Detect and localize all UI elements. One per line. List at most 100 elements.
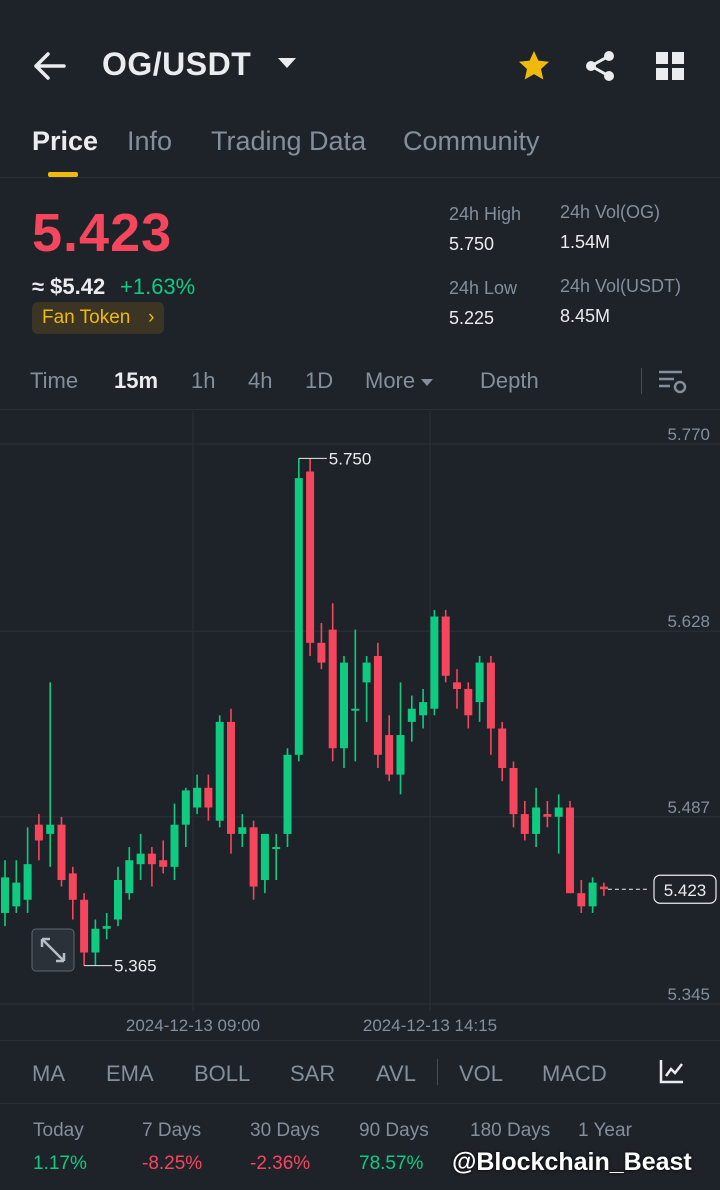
tf-1h[interactable]: 1h (191, 368, 216, 393)
candle-body (294, 478, 303, 755)
vol-quote-label: 24h Vol(USDT) (560, 276, 682, 296)
y-tick-label: 5.628 (667, 612, 710, 631)
candle-body (159, 860, 168, 867)
perf-label: Today (33, 1120, 84, 1141)
candle-body (464, 688, 473, 716)
indicator-ma[interactable]: MA (32, 1061, 65, 1086)
perf-label: 180 Days (470, 1120, 551, 1141)
candle-body (566, 807, 574, 894)
share-icon[interactable] (582, 48, 618, 84)
timeframe-bar: Time 15m 1h 4h 1D More Depth (0, 352, 720, 410)
grid-menu-icon[interactable] (652, 48, 688, 84)
vol-base-label: 24h Vol(OG) (560, 202, 661, 222)
tf-time[interactable]: Time (30, 368, 79, 393)
candle-body (102, 926, 111, 929)
candle-body (520, 814, 529, 834)
candle-body (68, 873, 77, 900)
indicator-avl[interactable]: AVL (376, 1061, 416, 1086)
fullscreen-icon[interactable] (31, 928, 75, 972)
candle-body (1, 877, 9, 913)
candle-body (136, 853, 145, 865)
candle-body (373, 656, 382, 755)
tab-price[interactable]: Price (32, 126, 99, 156)
candle-body (227, 721, 235, 834)
indicator-bar: MA EMA BOLL SAR AVL VOL MACD (0, 1040, 720, 1104)
candle-body (475, 662, 484, 703)
high-label: 24h High (449, 204, 522, 224)
candle-body (486, 662, 495, 729)
more-dropdown-icon (421, 378, 434, 386)
candle-body (588, 882, 597, 907)
candle-body (272, 847, 281, 850)
tf-4h[interactable]: 4h (248, 368, 273, 393)
tf-more[interactable]: More (365, 368, 434, 394)
candle-body (147, 853, 156, 865)
perf-value: 78.57% (359, 1153, 424, 1174)
indicator-sar[interactable]: SAR (290, 1061, 336, 1086)
candle-body (543, 814, 552, 817)
candle-body (91, 928, 100, 953)
tf-15m[interactable]: 15m (114, 368, 159, 393)
indicator-macd[interactable]: MACD (542, 1061, 607, 1086)
y-tick-label: 5.770 (667, 425, 710, 444)
perf-label: 1 Year (578, 1120, 632, 1141)
x-tick-label: 2024-12-13 14:15 (363, 1016, 497, 1035)
candle-body (238, 827, 247, 834)
tab-trading-data[interactable]: Trading Data (211, 126, 367, 156)
candle-body (509, 768, 518, 815)
top-bar: OG/USDT (0, 0, 720, 110)
last-price-label: 5.423 (664, 881, 707, 900)
candle-body (283, 754, 292, 834)
tab-info[interactable]: Info (127, 126, 173, 156)
candle-body (125, 860, 134, 894)
pair-title[interactable]: OG/USDT (102, 46, 252, 82)
favorite-star-icon[interactable] (516, 48, 552, 84)
candle-body (12, 882, 21, 907)
chevron-right-icon: › (148, 307, 155, 328)
y-tick-label: 5.487 (667, 798, 710, 817)
pair-dropdown-icon[interactable] (278, 58, 296, 68)
last-price: 5.423 (32, 203, 173, 263)
candle-body (80, 899, 89, 953)
candle-body (430, 616, 439, 709)
candle-body (260, 833, 269, 880)
indicator-boll[interactable]: BOLL (194, 1061, 251, 1086)
max-price-label: 5.750 (329, 449, 372, 468)
candle-body (340, 662, 348, 749)
candle-body (441, 616, 450, 676)
price-chart[interactable]: 5.770 5.628 5.487 5.345 2024-12-13 09:00 2024… (0, 411, 720, 1037)
candle-body (419, 702, 428, 716)
indicator-ema[interactable]: EMA (106, 1061, 154, 1086)
candle-body (328, 629, 337, 749)
back-arrow-icon[interactable] (32, 50, 68, 82)
candle-body (204, 787, 213, 808)
usd-price: ≈ $5.42 (32, 274, 106, 299)
candle-body (46, 824, 55, 834)
candle-body (34, 824, 43, 841)
indicator-vol[interactable]: VOL (459, 1061, 504, 1086)
candle-body (170, 824, 179, 867)
divider (641, 368, 642, 394)
candle-body (317, 642, 326, 663)
tf-depth[interactable]: Depth (480, 368, 539, 393)
performance-row: Today 1.17% 7 Days -8.25% 30 Days -2.36%… (0, 1106, 720, 1190)
candle-body (23, 864, 32, 900)
perf-value: 1.17% (33, 1153, 87, 1174)
chart-settings-icon[interactable] (656, 366, 688, 396)
candle-body (577, 893, 586, 907)
candle-body (306, 471, 315, 643)
perf-value: -8.25% (142, 1153, 203, 1174)
candle-body (193, 787, 202, 808)
candle-body (498, 728, 507, 768)
chart-style-icon[interactable] (658, 1057, 686, 1085)
low-label: 24h Low (449, 278, 518, 298)
tf-more-label: More (365, 368, 416, 393)
perf-value: -2.36% (250, 1153, 311, 1174)
candle-body (362, 662, 371, 683)
candle-body (453, 682, 461, 689)
fan-token-tag[interactable]: Fan Token › (32, 302, 165, 334)
candle-body (57, 824, 66, 880)
tab-community[interactable]: Community (403, 126, 540, 156)
tf-1d[interactable]: 1D (305, 368, 334, 393)
vol-quote-value: 8.45M (560, 306, 611, 326)
